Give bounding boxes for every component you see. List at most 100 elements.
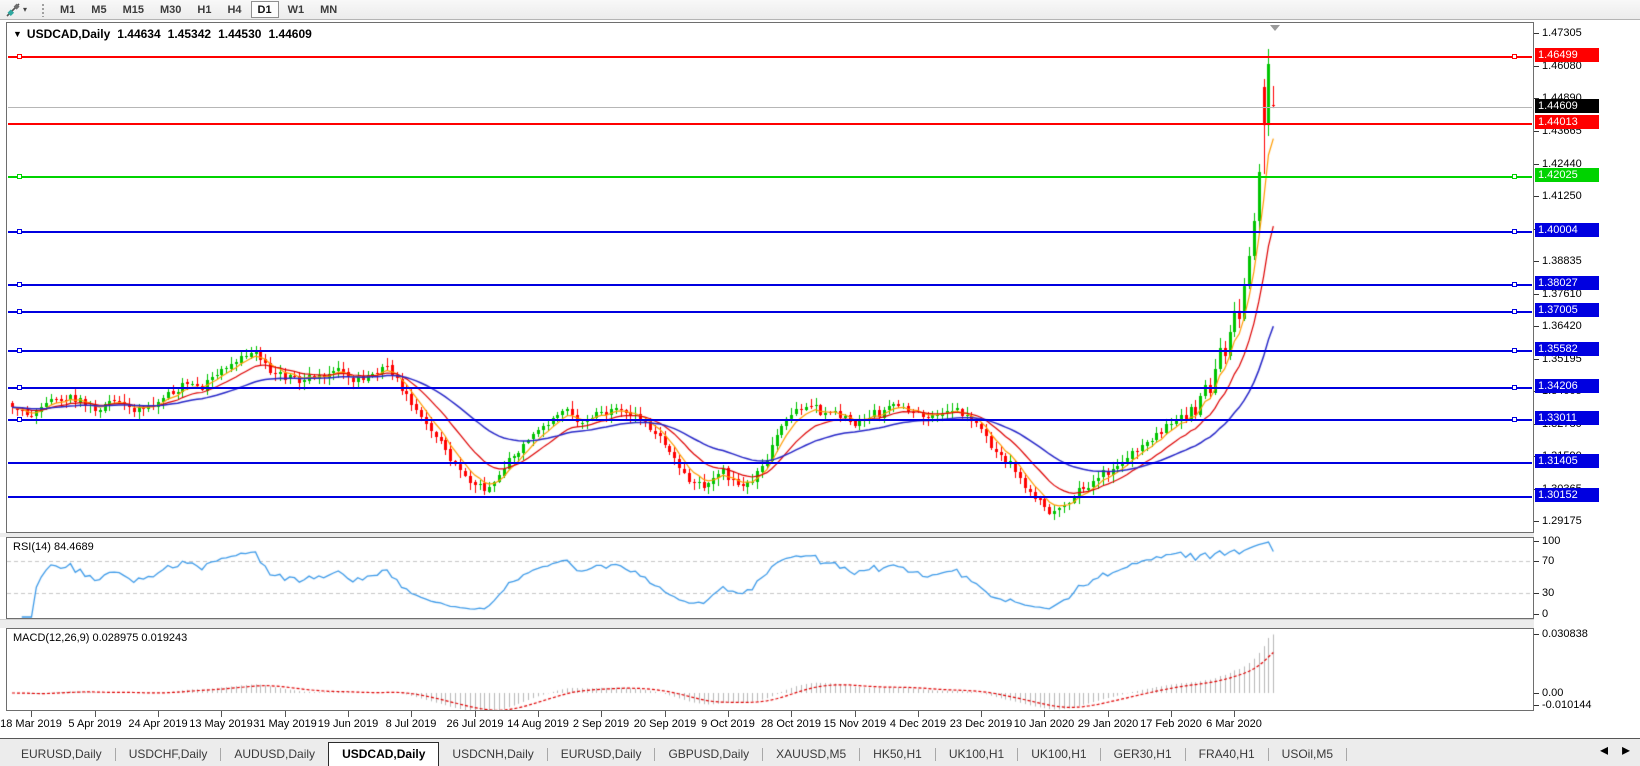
chart-tab-uk100-h1[interactable]: UK100,H1 — [948, 747, 1005, 761]
date-tick-mark — [981, 711, 982, 717]
date-label: 31 May 2019 — [253, 718, 317, 730]
chart-tab-eurusd-daily[interactable]: EURUSD,Daily — [560, 747, 642, 761]
price-tick-label: 1.29175 — [1542, 515, 1582, 527]
rsi-axis-label: 30 — [1542, 587, 1555, 599]
timeframe-button-h4[interactable]: H4 — [227, 4, 242, 16]
date-tick-mark — [918, 711, 919, 717]
price-tick-mark — [1534, 98, 1539, 100]
timeframe-button-m1[interactable]: M1 — [60, 4, 76, 16]
tool-dropdown-caret-icon[interactable]: ▾ — [23, 5, 28, 14]
price-tick-mark — [1534, 164, 1539, 166]
date-tick-mark — [855, 711, 856, 717]
macd-axis-label: 0.030838 — [1542, 628, 1588, 640]
date-label: 28 Oct 2019 — [761, 718, 821, 730]
tab-separator — [934, 748, 936, 761]
tab-separator — [1267, 748, 1269, 761]
date-label: 6 Mar 2020 — [1206, 718, 1262, 730]
date-tick-mark — [158, 711, 159, 717]
chart-tab-ger30-h1[interactable]: GER30,H1 — [1113, 747, 1172, 761]
date-label: 8 Jul 2019 — [385, 718, 437, 730]
candlestick-chart-canvas[interactable] — [7, 23, 1531, 532]
rsi-tick-mark — [1534, 541, 1539, 542]
price-tick-mark — [1534, 33, 1539, 35]
rsi-indicator-panel: RSI(14) 84.4689 — [6, 537, 1534, 619]
price-tick-label: 1.42440 — [1542, 158, 1582, 171]
date-label: 18 Mar 2019 — [0, 718, 62, 730]
date-tick-mark — [31, 711, 32, 717]
ohlc-low: 1.44530 — [218, 27, 262, 41]
timeframe-button-d1[interactable]: D1 — [250, 1, 279, 18]
date-tick-mark — [411, 711, 412, 717]
collapse-triangle-icon[interactable]: ▼ — [13, 29, 22, 39]
date-tick-mark — [348, 711, 349, 717]
chart-tab-usoil-m5[interactable]: USOil,M5 — [1281, 747, 1334, 761]
price-tick-mark — [1534, 521, 1539, 522]
date-tick-mark — [601, 711, 602, 717]
price-tag-1.40004: 1.40004 — [1535, 222, 1599, 237]
price-tag-1.30152: 1.30152 — [1535, 487, 1599, 502]
macd-tick-mark — [1534, 705, 1539, 706]
macd-tick-mark — [1534, 693, 1539, 694]
ohlc-high: 1.45342 — [167, 27, 212, 41]
rsi-chart-canvas[interactable] — [7, 538, 1531, 618]
tab-scroll-right-icon[interactable]: ▸ — [1621, 742, 1630, 759]
price-tick-mark — [1534, 326, 1539, 328]
date-tick-mark — [1044, 711, 1045, 717]
timeframe-button-h1[interactable]: H1 — [197, 4, 212, 16]
tab-separator — [859, 748, 861, 761]
timeframe-button-m5[interactable]: M5 — [91, 4, 107, 16]
date-tick-mark — [1234, 711, 1235, 717]
timeframe-button-m15[interactable]: M15 — [122, 4, 144, 16]
chart-symbol-period: USDCAD,Daily — [26, 27, 111, 41]
chart-tab-usdchf-daily[interactable]: USDCHF,Daily — [128, 747, 208, 761]
date-tick-mark — [221, 711, 222, 717]
tab-separator — [654, 748, 656, 761]
date-tick-mark — [285, 711, 286, 717]
date-tick-mark — [95, 711, 96, 717]
crosshair-tool-icon[interactable] — [3, 2, 23, 18]
timeframe-button-mn[interactable]: MN — [320, 4, 338, 16]
price-tick-mark — [1534, 196, 1539, 198]
date-label: 17 Feb 2020 — [1140, 718, 1202, 730]
price-tick-label: 1.35195 — [1542, 353, 1582, 366]
chart-tab-eurusd-daily[interactable]: EURUSD,Daily — [21, 747, 102, 761]
tab-separator — [1346, 748, 1348, 761]
price-axis[interactable]: 1.473051.460801.448901.436651.424401.412… — [1534, 20, 1640, 731]
panel-splitter[interactable] — [0, 619, 1640, 628]
chart-tab-hk50-h1[interactable]: HK50,H1 — [873, 747, 922, 761]
price-tick-mark — [1534, 66, 1539, 68]
chart-tab-uk100-h1[interactable]: UK100,H1 — [1031, 747, 1087, 761]
macd-tick-mark — [1534, 634, 1539, 635]
date-axis[interactable]: 18 Mar 2019 5 Apr 2019 24 Apr 2019 13 May 2… — [0, 711, 1640, 738]
macd-chart-canvas[interactable] — [7, 629, 1531, 710]
current-price-tag: 1.44609 — [1535, 98, 1599, 113]
date-label: 10 Jan 2020 — [1013, 718, 1075, 730]
chart-tab-gbpusd-daily[interactable]: GBPUSD,Daily — [668, 747, 750, 761]
price-tick-label: 1.46080 — [1542, 60, 1582, 73]
chart-tab-usdcnh-daily[interactable]: USDCNH,Daily — [452, 747, 534, 761]
timeframe-toolbar: ▾ M1 M5 M15 M30 H1 H4 D1 W1 MN — [0, 0, 1640, 20]
chart-tab-usdcad-daily[interactable]: USDCAD,Daily — [328, 742, 440, 766]
date-label: 24 Apr 2019 — [128, 718, 188, 730]
date-label: 23 Dec 2019 — [949, 718, 1013, 730]
chart-tab-audusd-daily[interactable]: AUDUSD,Daily — [234, 747, 316, 761]
price-tick-label: 1.37610 — [1542, 288, 1582, 301]
date-tick-mark — [475, 711, 476, 717]
tab-separator — [546, 748, 548, 761]
timeframe-button-w1[interactable]: W1 — [287, 4, 305, 16]
date-tick-mark — [665, 711, 666, 717]
chart-tab-fra40-h1[interactable]: FRA40,H1 — [1198, 747, 1255, 761]
date-tick-mark — [538, 711, 539, 717]
toolbar-grip-handle[interactable] — [41, 2, 46, 17]
chart-tab-xauusd-m5[interactable]: XAUUSD,M5 — [776, 747, 847, 761]
price-tag-1.31405: 1.31405 — [1535, 454, 1599, 469]
macd-indicator-panel: MACD(12,26,9) 0.028975 0.019243 — [6, 628, 1534, 711]
ohlc-open: 1.44634 — [117, 27, 161, 41]
panel-splitter[interactable] — [0, 533, 1640, 537]
price-tag-1.35582: 1.35582 — [1535, 341, 1599, 356]
tab-scroll-left-icon[interactable]: ◂ — [1599, 742, 1608, 759]
timeframe-button-m30[interactable]: M30 — [159, 4, 182, 16]
price-chart-panel: ▼ USDCAD,Daily 1.44634 1.45342 1.44530 1.4460… — [6, 22, 1534, 533]
price-tick-mark — [1534, 131, 1539, 133]
date-label: 20 Sep 2019 — [633, 718, 697, 730]
